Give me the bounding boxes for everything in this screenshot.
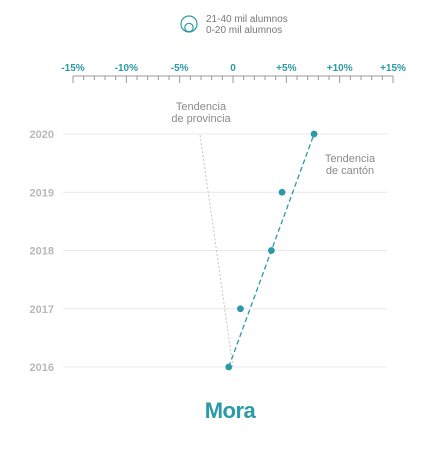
y-tick-label: 2017 [30,304,54,316]
y-tick-label: 2018 [30,246,54,258]
x-tick-label: -15% [61,63,84,74]
provincial-trend-line [199,133,234,368]
annotation-provincial-line2: de provincia [171,113,231,125]
annotation-canton-line1: Tendencia [325,153,376,165]
y-tick-label: 2019 [30,187,54,199]
data-point [278,188,286,196]
data-points [225,130,318,371]
legend: 21-40 mil alumnos 0-20 mil alumnos [180,14,288,36]
data-point [310,130,318,138]
x-tick-label: 0 [230,63,236,74]
x-tick-label: -10% [115,63,138,74]
data-point [237,305,244,313]
y-tick-label: 2016 [30,362,54,374]
y-tick-label: 2020 [30,129,54,141]
data-point [268,247,275,254]
gridlines [63,133,387,368]
nested-circles-icon [180,15,198,33]
annotation-canton: Tendencia de cantón [325,153,376,177]
x-tick-label: -5% [171,63,189,74]
annotation-canton-line2: de cantón [326,165,374,177]
data-point [225,363,233,371]
legend-entry-large: 21-40 mil alumnos [206,14,288,25]
x-axis: -15% -10% -5% 0 +5% +10% +15% [61,63,406,83]
annotation-provincial: Tendencia de provincia [171,101,231,125]
legend-entry-small: 0-20 mil alumnos [206,25,282,36]
chart-title: Mora [205,398,257,423]
x-tick-label: +5% [276,63,296,74]
x-tick-label: +15% [380,63,406,74]
annotation-provincial-line1: Tendencia [176,101,227,113]
x-tick-label: +10% [327,63,353,74]
y-axis: 2016 2017 2018 2019 2020 [30,129,54,374]
